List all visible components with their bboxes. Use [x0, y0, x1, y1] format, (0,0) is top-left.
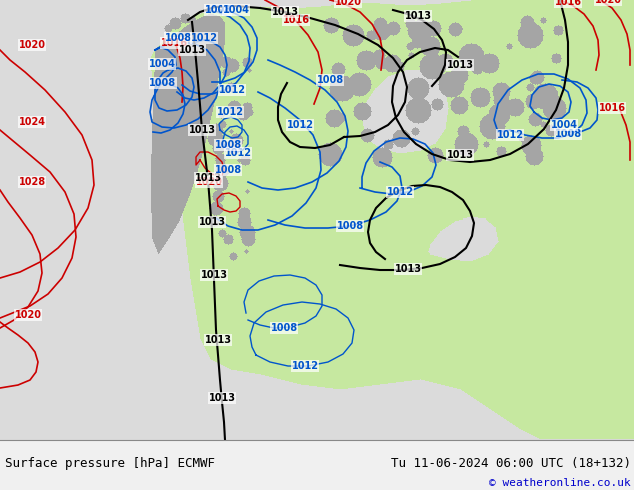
Text: 1016: 1016: [160, 38, 188, 48]
Text: 1020: 1020: [18, 40, 46, 50]
Text: 1013: 1013: [404, 11, 432, 21]
Text: 1016: 1016: [598, 103, 626, 113]
Text: 1020: 1020: [15, 310, 41, 320]
Text: 1020: 1020: [595, 0, 621, 5]
Text: 1020: 1020: [335, 0, 361, 7]
Text: Tu 11-06-2024 06:00 UTC (18+132): Tu 11-06-2024 06:00 UTC (18+132): [391, 457, 631, 469]
Text: © weatheronline.co.uk: © weatheronline.co.uk: [489, 478, 631, 488]
Text: 1012: 1012: [496, 130, 524, 140]
Text: 1012: 1012: [287, 120, 313, 130]
Text: 1013: 1013: [271, 7, 299, 17]
Text: 1008: 1008: [204, 5, 231, 15]
Text: 1013: 1013: [205, 335, 231, 345]
Text: 1012: 1012: [387, 187, 413, 197]
Text: 1013: 1013: [446, 60, 474, 70]
Text: 1008: 1008: [316, 75, 344, 85]
Text: 1012: 1012: [224, 148, 252, 158]
Text: 1024: 1024: [18, 117, 46, 127]
Text: 1008: 1008: [271, 323, 297, 333]
Text: 1013: 1013: [195, 173, 221, 183]
Text: 1020: 1020: [195, 177, 223, 187]
Text: 1004: 1004: [148, 59, 176, 69]
Text: 1013: 1013: [209, 393, 235, 403]
Text: 1004: 1004: [550, 120, 578, 130]
Text: 1012: 1012: [216, 107, 243, 117]
Text: 1008: 1008: [555, 129, 581, 139]
Text: 1008: 1008: [337, 221, 363, 231]
Text: 1012: 1012: [190, 33, 217, 43]
Text: 1013: 1013: [394, 264, 422, 274]
Text: 1013: 1013: [446, 150, 474, 160]
Text: 1008: 1008: [214, 140, 242, 150]
Text: 1016: 1016: [555, 0, 581, 7]
Text: Surface pressure [hPa] ECMWF: Surface pressure [hPa] ECMWF: [5, 457, 215, 469]
Text: 1013: 1013: [179, 45, 205, 55]
Text: 1013: 1013: [198, 217, 226, 227]
Text: 1008: 1008: [164, 33, 191, 43]
Text: 1012: 1012: [219, 85, 245, 95]
Text: 1028: 1028: [18, 177, 46, 187]
Text: 1013: 1013: [200, 270, 228, 280]
Text: 1008: 1008: [214, 165, 242, 175]
Text: 1004: 1004: [223, 5, 250, 15]
Text: 1016: 1016: [283, 15, 309, 25]
Text: 1013: 1013: [188, 125, 216, 135]
Text: 1012: 1012: [292, 361, 318, 371]
Text: 1008: 1008: [150, 78, 176, 88]
